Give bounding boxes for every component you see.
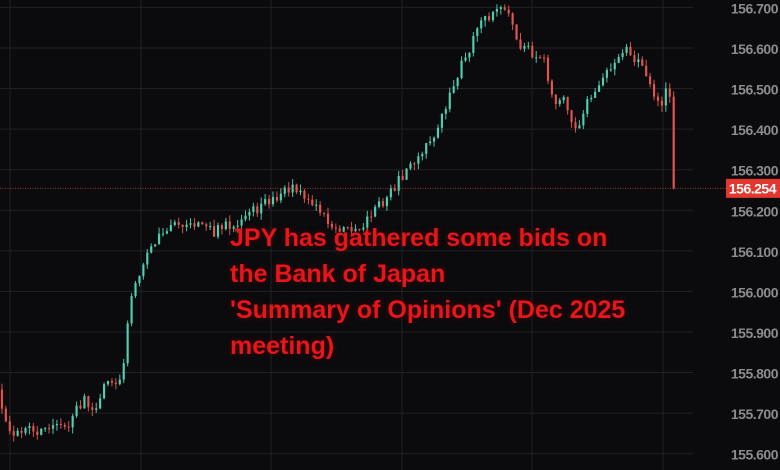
svg-text:156.254: 156.254: [729, 180, 777, 196]
svg-text:155.600: 155.600: [731, 447, 779, 463]
svg-text:156.300: 156.300: [731, 163, 779, 179]
svg-text:156.600: 156.600: [731, 41, 779, 57]
svg-text:156.500: 156.500: [731, 82, 779, 98]
svg-text:156.700: 156.700: [731, 0, 779, 16]
svg-text:156.400: 156.400: [731, 122, 779, 138]
svg-text:155.800: 155.800: [731, 366, 779, 382]
svg-text:155.700: 155.700: [731, 406, 779, 422]
svg-text:156.200: 156.200: [731, 203, 779, 219]
